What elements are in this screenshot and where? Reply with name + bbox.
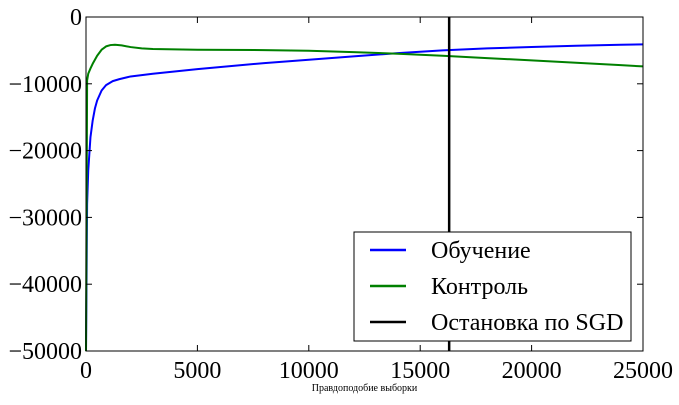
y-tick-label: −10000 (8, 72, 82, 98)
x-tick-label: 20000 (502, 358, 562, 384)
y-tick-label: 0 (70, 5, 82, 31)
legend-label: Обучение (431, 238, 531, 264)
legend: Обучение Контроль Остановка по SGD (353, 231, 632, 342)
x-tick-label: 25000 (613, 358, 673, 384)
y-tick-label: −20000 (8, 139, 82, 165)
legend-label: Контроль (431, 274, 528, 300)
legend-label: Остановка по SGD (431, 310, 623, 336)
x-tick-label: 15000 (390, 358, 450, 384)
series-line-2 (85, 43, 644, 352)
y-tick-label: −40000 (8, 272, 82, 298)
x-tick-label: 0 (80, 358, 92, 384)
axis-ticks (85, 16, 644, 352)
plot-area (85, 16, 644, 352)
axis-tick-labels: 0 5000 10000 15000 20000 25000 0 −10000 −20000 −3… (8, 5, 673, 384)
series-line-1 (85, 43, 644, 352)
x-tick-label: 5000 (173, 358, 221, 384)
x-tick-label: 10000 (279, 358, 339, 384)
y-tick-label: −50000 (8, 339, 82, 365)
y-tick-label: −30000 (8, 205, 82, 231)
x-axis-label: Правдоподобие выборки (312, 383, 418, 394)
